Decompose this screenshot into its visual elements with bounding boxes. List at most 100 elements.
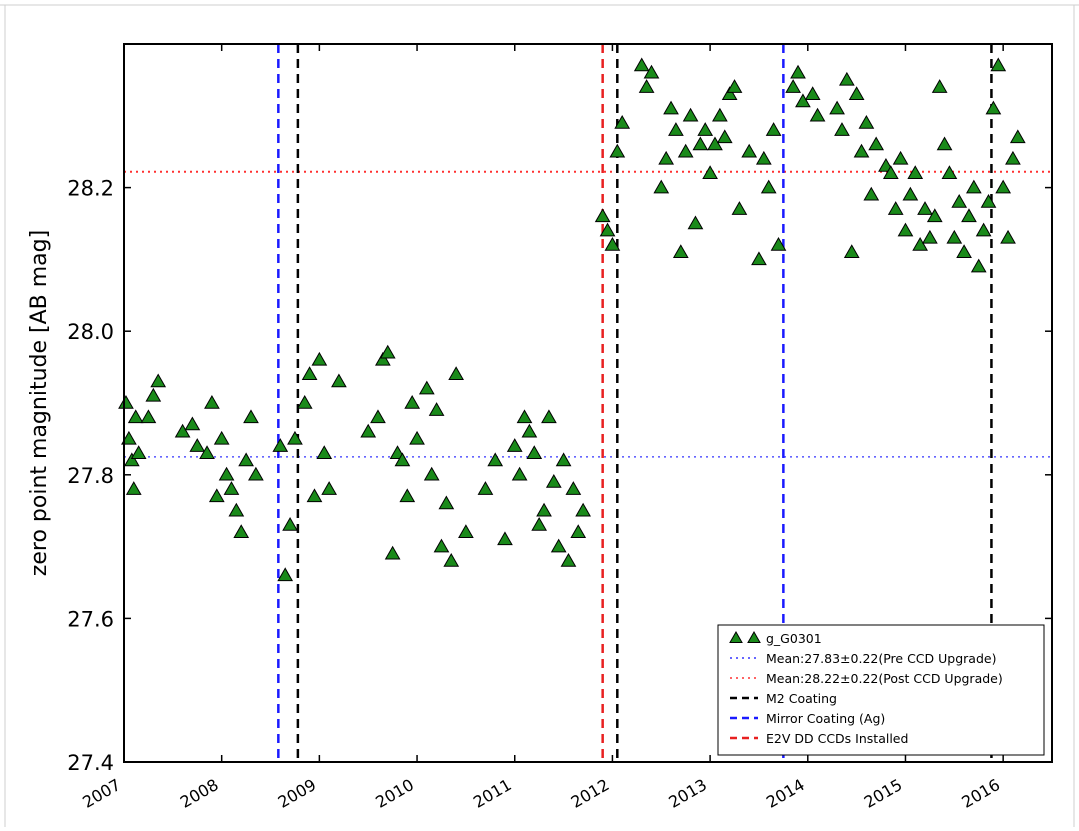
data-point (409, 430, 425, 445)
legend-box (717, 624, 1045, 756)
x-tick-label: 2010 (372, 775, 417, 812)
data-point (228, 502, 245, 517)
legend-items: g_G0301 Mean:27.83±0.22(Pre CCD Upgrade) M… (729, 630, 1003, 746)
data-point (721, 86, 738, 101)
x-tick-label: 2014 (763, 775, 808, 812)
data-point (902, 186, 919, 201)
data-point (946, 229, 963, 244)
data-point (726, 79, 743, 93)
plot-border (123, 43, 1053, 763)
data-point (321, 481, 337, 495)
y-tick-label: 27.8 (67, 464, 114, 488)
data-point (360, 423, 377, 438)
data-point (970, 258, 987, 273)
data-point (394, 452, 411, 467)
data-point (531, 517, 548, 531)
data-point (975, 222, 992, 237)
data-point (633, 57, 650, 72)
data-point (936, 136, 953, 151)
y-axis-ticks: 27.4 27.6 27.8 28.0 28.2 (67, 177, 1052, 775)
data-point (118, 394, 134, 409)
data-point (951, 193, 968, 208)
data-point (404, 394, 421, 409)
data-point (1005, 150, 1021, 165)
data-point (931, 79, 948, 93)
data-point (296, 394, 313, 409)
data-point (692, 136, 709, 151)
data-point (560, 552, 577, 567)
data-point (570, 524, 587, 538)
data-point (208, 488, 225, 503)
data-point (795, 93, 811, 108)
data-markers (118, 57, 1026, 582)
data-point (526, 445, 543, 460)
x-tick-label: 2016 (958, 775, 1003, 812)
data-point (702, 165, 718, 179)
data-point (892, 150, 909, 165)
data-point (123, 452, 140, 467)
data-point (985, 100, 1002, 115)
data-point (145, 387, 162, 402)
data-point (121, 430, 137, 445)
data-point (545, 473, 562, 488)
data-point (521, 423, 538, 438)
data-point (922, 229, 938, 244)
data-point (428, 402, 445, 416)
x-tick-label: 2007 (79, 775, 124, 812)
data-point (272, 438, 289, 452)
data-point (418, 380, 435, 395)
data-point (311, 351, 328, 366)
data-point (658, 150, 675, 165)
data-point (189, 438, 206, 452)
data-point (384, 545, 401, 560)
data-point (707, 136, 723, 151)
data-point (638, 79, 655, 93)
data-point (1000, 229, 1016, 244)
data-point (282, 517, 298, 531)
data-point (174, 423, 191, 438)
data-point (223, 481, 240, 495)
data-point (843, 244, 860, 258)
data-point (370, 409, 386, 424)
data-point (316, 445, 333, 460)
data-point (594, 208, 611, 223)
data-point (956, 244, 972, 258)
data-point (433, 538, 450, 553)
data-point (917, 201, 933, 215)
data-point (448, 366, 464, 381)
data-point (301, 366, 318, 381)
y-axis-label: zero point magnitude [AB mag] (27, 230, 52, 576)
data-point (858, 114, 875, 129)
data-point (765, 122, 782, 136)
legend-marker (747, 630, 761, 643)
data-point (555, 452, 572, 467)
data-point (804, 86, 821, 101)
legend-label: Mirror Coating (Ag) (766, 711, 885, 726)
data-point (687, 215, 704, 230)
data-point (487, 452, 504, 467)
data-point (150, 373, 167, 388)
x-tick-label: 2015 (861, 775, 906, 812)
data-point (995, 179, 1012, 194)
data-point (477, 481, 494, 495)
data-point (375, 351, 391, 366)
data-point (541, 409, 557, 424)
data-point (961, 208, 977, 223)
data-point (218, 466, 235, 481)
data-point (882, 165, 899, 179)
data-point (682, 107, 699, 122)
data-point (712, 107, 728, 122)
data-point (614, 114, 631, 129)
data-point (912, 237, 928, 251)
data-point (604, 237, 621, 251)
data-point (887, 201, 904, 215)
data-point (213, 430, 230, 445)
data-point (379, 344, 396, 359)
data-point (127, 409, 144, 424)
data-point (399, 488, 416, 503)
data-point (980, 193, 997, 208)
legend-marker (729, 630, 743, 643)
data-point (443, 552, 460, 567)
data-point (238, 452, 254, 467)
